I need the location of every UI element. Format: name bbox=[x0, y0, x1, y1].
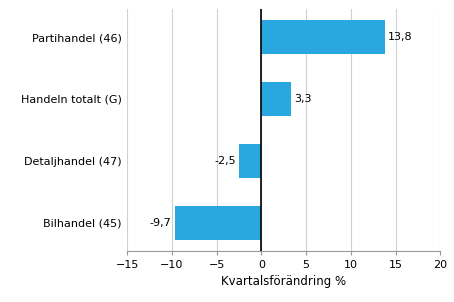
Bar bbox=[239, 144, 262, 178]
Text: 13,8: 13,8 bbox=[388, 32, 413, 42]
Bar bbox=[262, 82, 291, 116]
Text: -9,7: -9,7 bbox=[150, 218, 172, 228]
Text: -2,5: -2,5 bbox=[214, 156, 236, 166]
Text: 3,3: 3,3 bbox=[294, 94, 311, 104]
Bar bbox=[262, 20, 385, 54]
Bar bbox=[174, 206, 262, 240]
X-axis label: Kvartalsförändring %: Kvartalsförändring % bbox=[221, 275, 346, 288]
